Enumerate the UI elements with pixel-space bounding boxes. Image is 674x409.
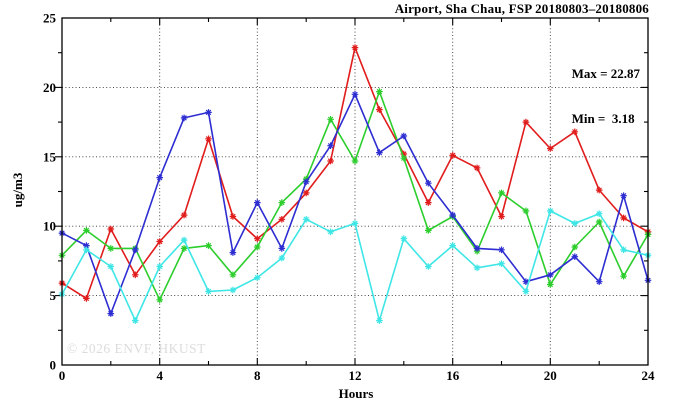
stats-annotation: Max = 22.87 Min = 3.18	[572, 36, 640, 156]
x-axis-label: Hours	[338, 386, 374, 401]
y-tick-label: 25	[43, 11, 57, 26]
series-line-red	[61, 46, 649, 300]
x-tick-label: 4	[156, 368, 163, 383]
x-tick-label: 24	[642, 368, 656, 383]
y-tick-label: 10	[43, 219, 56, 234]
chart-title: Airport, Sha Chau, FSP 20180803–20180806	[394, 1, 649, 16]
x-tick-label: 8	[254, 368, 261, 383]
y-tick-label: 20	[43, 80, 56, 95]
y-axis-label: ug/m3	[10, 172, 25, 208]
y-tick-label: 5	[50, 288, 57, 303]
series-markers-blue	[58, 91, 652, 317]
x-tick-label: 12	[349, 368, 362, 383]
x-tick-label: 16	[446, 368, 460, 383]
watermark: © 2026 ENVF, HKUST	[67, 341, 206, 356]
y-tick-label: 15	[43, 149, 57, 164]
x-tick-label: 20	[544, 368, 557, 383]
plot-border	[61, 17, 649, 366]
x-tick-label: 0	[59, 368, 66, 383]
min-value-label: Min = 3.18	[571, 111, 635, 126]
y-tick-label: 0	[50, 358, 57, 373]
max-value-label: Max = 22.87	[571, 66, 640, 81]
